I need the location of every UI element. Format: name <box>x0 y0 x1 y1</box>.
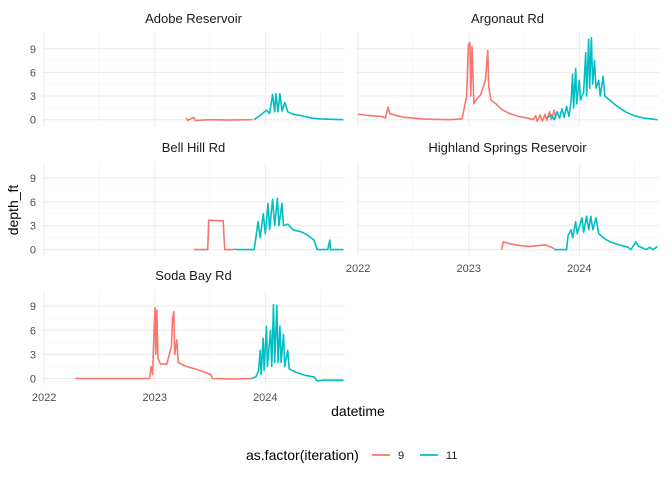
legend: as.factor(iteration) 9 11 <box>246 447 457 463</box>
y-tick-label: 3 <box>30 349 36 361</box>
x-tick-label: 2023 <box>142 392 166 404</box>
series-line-9 <box>193 219 236 251</box>
y-tick-label: 9 <box>30 44 36 56</box>
panel-highland-springs-reservoir: Highland Springs Reservoir 2022 2023 2024 <box>346 140 659 275</box>
series-line-11 <box>253 92 344 121</box>
panel-title: Soda Bay Rd <box>155 268 232 283</box>
y-tick-label: 6 <box>30 197 36 209</box>
series-line-11 <box>554 215 658 251</box>
panel-title: Highland Springs Reservoir <box>428 140 587 155</box>
y-tick-label: 9 <box>30 173 36 185</box>
panel-adobe-reservoir: Adobe Reservoir 0 3 6 9 <box>30 11 345 127</box>
panel-title: Bell Hill Rd <box>162 140 226 155</box>
series-line-11 <box>250 303 344 382</box>
x-tick-label: 2024 <box>567 263 591 275</box>
y-tick-label: 0 <box>30 374 36 386</box>
legend-label-9: 9 <box>398 450 404 462</box>
legend-label-11: 11 <box>446 450 457 462</box>
series-line-9 <box>75 306 252 380</box>
series-line-9 <box>185 116 253 122</box>
x-axis-title: datetime <box>331 403 385 419</box>
x-tick-label: 2022 <box>32 392 56 404</box>
series-line-9 <box>500 240 555 250</box>
x-tick-label: 2023 <box>456 263 480 275</box>
y-tick-label: 6 <box>30 325 36 337</box>
panel-bell-hill-rd: Bell Hill Rd 0 3 6 9 <box>30 140 345 257</box>
y-tick-label: 9 <box>30 301 36 313</box>
y-axis-title: depth_ft <box>5 185 21 236</box>
panel-title: Adobe Reservoir <box>145 11 242 26</box>
x-tick-label: 2022 <box>346 263 370 275</box>
x-tick-label: 2024 <box>253 392 277 404</box>
y-tick-label: 3 <box>30 221 36 233</box>
y-tick-label: 0 <box>30 245 36 257</box>
series-line-9 <box>357 41 557 123</box>
series-line-11 <box>235 197 344 251</box>
y-tick-label: 0 <box>30 115 36 127</box>
legend-title: as.factor(iteration) <box>246 447 359 463</box>
series-line-11 <box>546 36 658 121</box>
panel-title: Argonaut Rd <box>471 11 544 26</box>
panel-argonaut-rd: Argonaut Rd <box>356 11 659 126</box>
panels-layer: Adobe Reservoir 0 3 6 9 Argonaut Rd Bell Hill … <box>30 11 659 404</box>
panel-soda-bay-rd: Soda Bay Rd 0 3 6 9 2022 2023 2024 <box>30 268 345 404</box>
y-tick-label: 3 <box>30 91 36 103</box>
y-tick-label: 6 <box>30 67 36 79</box>
